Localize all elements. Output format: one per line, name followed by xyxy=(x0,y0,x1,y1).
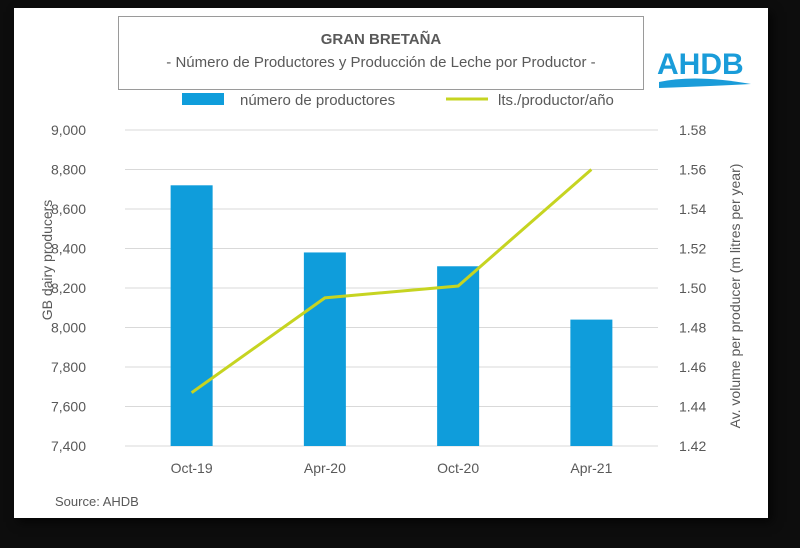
source-note: Source: AHDB xyxy=(55,494,139,509)
y2-tick-label: 1.50 xyxy=(679,280,706,296)
logo-text: AHDB xyxy=(657,48,744,81)
x-tick-label: Apr-20 xyxy=(304,460,346,476)
bar xyxy=(570,319,613,446)
legend: número de productores lts./productor/año xyxy=(182,92,614,109)
y2-tick-label: 1.56 xyxy=(679,162,706,178)
chart-card: GRAN BRETAÑA - Número de Productores y P… xyxy=(14,8,768,518)
y2-tick-label: 1.44 xyxy=(679,399,706,415)
legend-line-label: lts./productor/año xyxy=(498,92,614,109)
title-box: GRAN BRETAÑA - Número de Productores y P… xyxy=(118,16,644,90)
y2-tick-label: 1.48 xyxy=(679,320,706,336)
y-tick-label: 7,600 xyxy=(51,399,86,415)
bar xyxy=(437,266,480,446)
chart-title: GRAN BRETAÑA xyxy=(320,31,442,48)
x-tick-label: Oct-19 xyxy=(171,460,213,476)
legend-bar-swatch xyxy=(182,93,224,105)
combo-chart: 7,400 7,600 7,800 8,000 8,200 8,400 8,600 8,800… xyxy=(39,92,743,476)
y-tick-label: 8,600 xyxy=(51,201,86,217)
y-tick-label: 9,000 xyxy=(51,122,86,138)
y2-tick-label: 1.46 xyxy=(679,359,706,375)
y2-tick-label: 1.42 xyxy=(679,438,706,454)
y-tick-label: 8,800 xyxy=(51,162,86,178)
y-tick-label: 8,000 xyxy=(51,320,86,336)
ahdb-logo: AHDB xyxy=(655,44,755,96)
y2-tick-label: 1.54 xyxy=(679,201,706,217)
y-tick-label: 8,400 xyxy=(51,241,86,257)
chart-subtitle: - Número de Productores y Producción de … xyxy=(166,54,596,71)
y2-tick-label: 1.58 xyxy=(679,122,706,138)
legend-bar-label: número de productores xyxy=(240,92,395,109)
y-tick-label: 7,400 xyxy=(51,438,86,454)
y2-axis-label: Av. volume per producer (m litres per ye… xyxy=(727,164,743,429)
x-tick-label: Apr-21 xyxy=(570,460,612,476)
series-line xyxy=(190,168,593,394)
y-axis-label: GB dairy producers xyxy=(39,200,55,321)
y2-tick-label: 1.52 xyxy=(679,241,706,257)
y-tick-label: 7,800 xyxy=(51,359,86,375)
x-tick-label: Oct-20 xyxy=(437,460,479,476)
y-tick-label: 8,200 xyxy=(51,280,86,296)
bar xyxy=(170,185,213,447)
bar xyxy=(303,252,346,446)
